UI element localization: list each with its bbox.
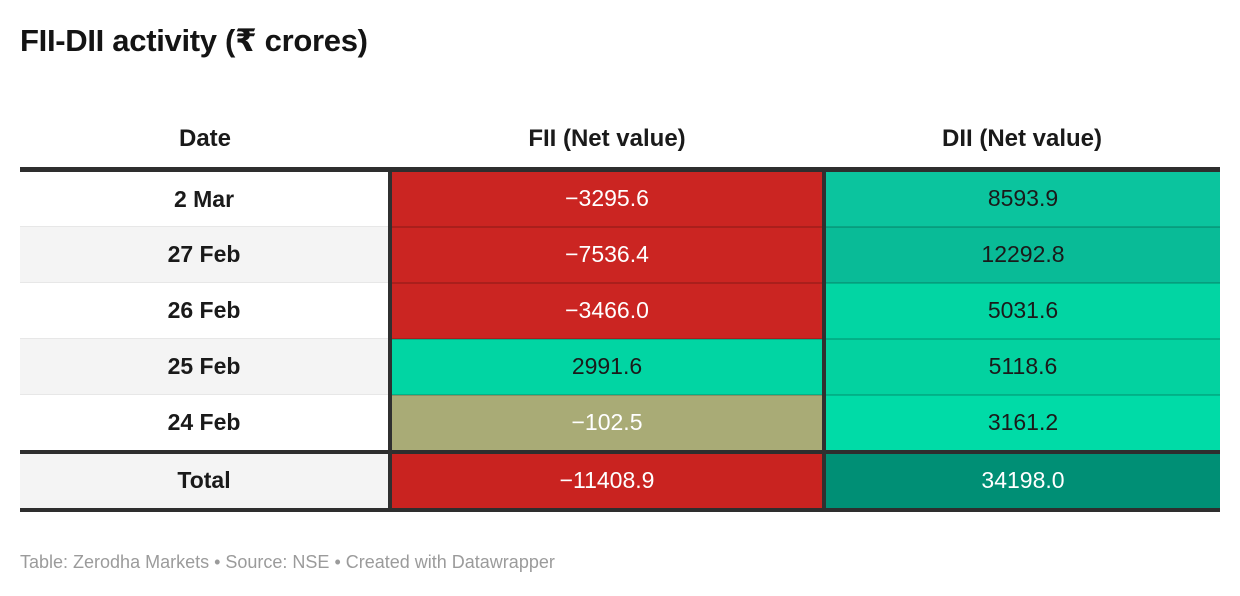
fii-value-cell: −3295.6 <box>388 168 824 227</box>
data-table: Date FII (Net value) DII (Net value) 2 M… <box>20 110 1220 512</box>
header-row: Date FII (Net value) DII (Net value) <box>20 110 1220 172</box>
date-cell: 27 Feb <box>20 226 390 283</box>
table-row: 27 Feb −7536.4 12292.8 <box>20 225 1220 283</box>
page-title: FII-DII activity (₹ crores) <box>20 23 368 58</box>
date-cell: 24 Feb <box>20 394 390 452</box>
table-row: 24 Feb −102.5 3161.2 <box>20 393 1220 452</box>
dii-value-cell: 8593.9 <box>822 168 1220 227</box>
dii-value-cell: 3161.2 <box>822 393 1220 452</box>
table-row: 2 Mar −3295.6 8593.9 <box>20 168 1220 227</box>
total-row: Total −11408.9 34198.0 <box>20 449 1220 512</box>
column-header-dii: DII (Net value) <box>824 110 1220 172</box>
table-row: 25 Feb 2991.6 5118.6 <box>20 337 1220 395</box>
fii-value-cell: 2991.6 <box>388 337 824 395</box>
fii-value-cell: −7536.4 <box>388 225 824 283</box>
dii-value-cell: 12292.8 <box>822 225 1220 283</box>
total-label-cell: Total <box>20 449 390 512</box>
date-cell: 25 Feb <box>20 338 390 395</box>
dii-total-cell: 34198.0 <box>822 449 1220 512</box>
table-row: 26 Feb −3466.0 5031.6 <box>20 281 1220 339</box>
column-header-date: Date <box>20 110 390 172</box>
fii-total-cell: −11408.9 <box>388 449 824 512</box>
dii-value-cell: 5031.6 <box>822 281 1220 339</box>
dii-value-cell: 5118.6 <box>822 337 1220 395</box>
attribution-footer: Table: Zerodha Markets • Source: NSE • C… <box>20 551 555 572</box>
fii-value-cell: −102.5 <box>388 393 824 452</box>
date-cell: 2 Mar <box>20 168 390 227</box>
fii-value-cell: −3466.0 <box>388 281 824 339</box>
date-cell: 26 Feb <box>20 282 390 339</box>
column-header-fii: FII (Net value) <box>390 110 824 172</box>
